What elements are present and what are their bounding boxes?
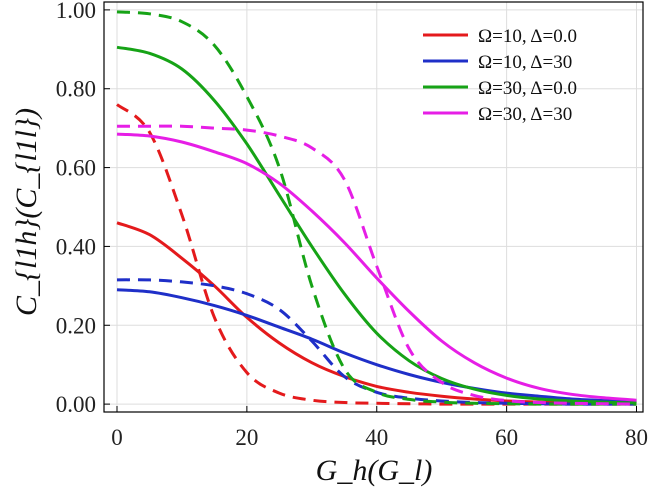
legend: Ω=10, Δ=0.0 Ω=10, Δ=30 Ω=30, Δ=0.0 Ω=30, Δ=… <box>423 26 577 125</box>
y-tick-label: 1.00 <box>56 0 96 23</box>
legend-label: Ω=10, Δ=0.0 <box>478 26 577 47</box>
legend-label: Ω=30, Δ=0.0 <box>478 78 577 99</box>
y-tick-label: 0.40 <box>56 234 96 259</box>
series-line-4-solid <box>116 45 637 405</box>
series-lines <box>116 10 637 406</box>
y-tick-label: 0.00 <box>56 392 96 417</box>
x-axis-ticks: 0 20 40 60 80 <box>111 406 648 450</box>
series-line-2-solid <box>116 288 637 404</box>
x-tick-label: 0 <box>111 425 123 450</box>
y-tick-label: 0.80 <box>56 77 96 102</box>
legend-label: Ω=30, Δ=30 <box>478 104 572 125</box>
y-axis-ticks: 0.00 0.20 0.40 0.60 0.80 1.00 <box>56 0 110 417</box>
series-line-7-dashed <box>116 124 637 406</box>
series-line-3-dashed <box>116 278 637 406</box>
legend-label: Ω=10, Δ=30 <box>478 52 572 73</box>
grid-lines <box>104 2 643 412</box>
plot-frame <box>103 1 644 413</box>
x-tick-label: 60 <box>495 425 518 450</box>
x-axis-title: G_h(G_l) <box>316 454 433 487</box>
y-tick-label: 0.60 <box>56 156 96 181</box>
y-axis-title: C_{l1h}(C_{l1l}) <box>10 108 43 316</box>
series-line-6-solid <box>116 132 637 402</box>
x-tick-label: 20 <box>235 425 258 450</box>
x-tick-label: 80 <box>625 425 648 450</box>
series-line-5-dashed <box>116 10 637 406</box>
x-tick-label: 40 <box>365 425 388 450</box>
y-tick-label: 0.20 <box>56 313 96 338</box>
